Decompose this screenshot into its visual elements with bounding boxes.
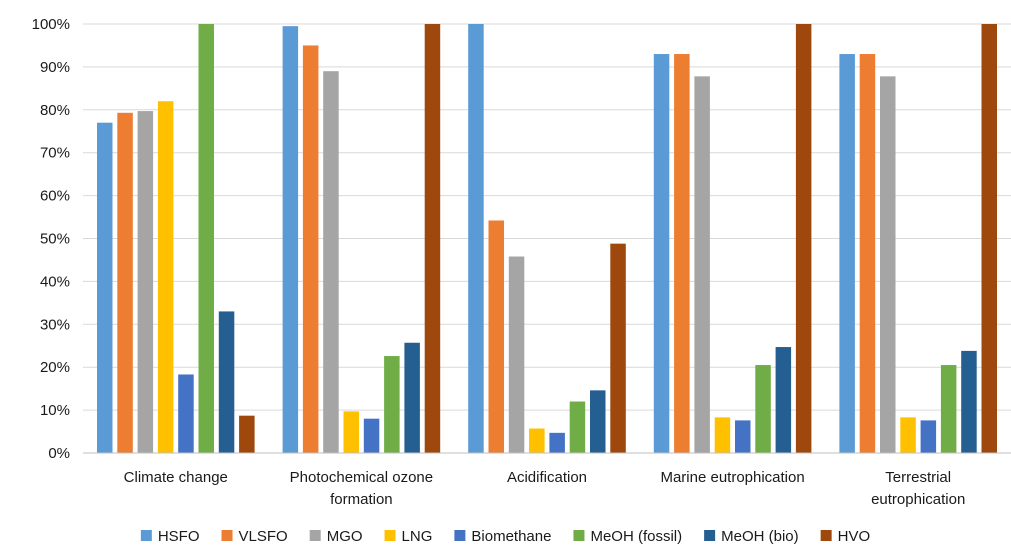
bar bbox=[508, 256, 525, 453]
category-labels: Climate change Photochemical ozone formati… bbox=[124, 469, 966, 508]
y-tick-label: 90% bbox=[40, 59, 70, 76]
y-tick-label: 30% bbox=[40, 316, 70, 333]
bar bbox=[157, 101, 174, 453]
category-label: Marine eutrophication bbox=[660, 469, 804, 486]
legend-item: MeOH (fossil) bbox=[573, 528, 682, 545]
bar bbox=[569, 401, 586, 453]
category-label: Climate change bbox=[124, 469, 228, 486]
legend-item: VLSFO bbox=[221, 528, 288, 545]
y-tick-label: 70% bbox=[40, 145, 70, 162]
legend-swatch bbox=[454, 530, 466, 541]
legend-swatch bbox=[384, 530, 396, 541]
bar bbox=[529, 428, 545, 453]
y-tick-label: 0% bbox=[48, 445, 70, 462]
legend-item: MGO bbox=[309, 528, 363, 545]
bar bbox=[404, 342, 420, 453]
bar bbox=[343, 411, 359, 453]
y-tick-label: 60% bbox=[40, 188, 70, 205]
y-tick-label: 80% bbox=[40, 102, 70, 119]
bar bbox=[920, 420, 937, 453]
y-axis-ticks: 0% 10% 20% 30% 40% 50% 60% 70% 80% 90% 100% bbox=[32, 16, 70, 462]
bar bbox=[880, 76, 896, 453]
bar bbox=[549, 432, 565, 453]
bar bbox=[755, 365, 771, 453]
bar bbox=[961, 350, 977, 453]
category-label: Acidification bbox=[507, 469, 587, 486]
y-tick-label: 50% bbox=[40, 231, 70, 248]
bars bbox=[97, 24, 997, 454]
legend-label: MeOH (fossil) bbox=[590, 528, 682, 545]
bar bbox=[424, 24, 441, 453]
bar bbox=[610, 243, 626, 453]
bar bbox=[137, 111, 154, 453]
gridlines bbox=[83, 23, 1011, 411]
legend-swatch bbox=[221, 530, 233, 541]
bar bbox=[323, 71, 339, 453]
bar bbox=[384, 356, 400, 453]
bar bbox=[694, 76, 710, 453]
bar bbox=[282, 26, 299, 454]
legend-label: Biomethane bbox=[471, 528, 551, 545]
y-tick-label: 40% bbox=[40, 273, 70, 290]
bar bbox=[981, 24, 997, 453]
bar bbox=[795, 24, 812, 453]
bar bbox=[488, 220, 504, 453]
bar bbox=[468, 24, 484, 453]
bar bbox=[97, 122, 113, 454]
bar bbox=[117, 112, 133, 453]
legend-swatch bbox=[820, 530, 832, 541]
bar bbox=[714, 417, 731, 453]
legend-swatch bbox=[573, 530, 585, 541]
y-tick-label: 100% bbox=[32, 16, 70, 33]
legend-swatch bbox=[309, 530, 321, 541]
bar bbox=[198, 24, 214, 453]
bar bbox=[239, 415, 255, 453]
legend-label: LNG bbox=[402, 528, 433, 545]
legend-item: MeOH (bio) bbox=[704, 528, 799, 545]
bar bbox=[900, 417, 916, 453]
bar bbox=[590, 390, 606, 453]
legend-label: HVO bbox=[838, 528, 871, 545]
legend-item: LNG bbox=[384, 528, 433, 545]
bar bbox=[859, 54, 876, 453]
legend-item: HVO bbox=[820, 528, 871, 545]
y-tick-label: 20% bbox=[40, 359, 70, 376]
legend-item: Biomethane bbox=[454, 528, 551, 545]
legend: HSFO VLSFO MGO LNG Biomethane MeOH (fossil) Me… bbox=[140, 528, 871, 545]
category-label: Photochemical ozone formation bbox=[290, 469, 433, 508]
bar bbox=[178, 374, 194, 453]
bar bbox=[735, 420, 751, 453]
bar bbox=[674, 54, 690, 453]
legend-swatch bbox=[704, 530, 716, 541]
bar bbox=[940, 365, 957, 453]
bar bbox=[218, 311, 235, 453]
bar bbox=[302, 45, 319, 453]
y-tick-label: 10% bbox=[40, 402, 70, 419]
bar bbox=[775, 347, 792, 453]
legend-label: MGO bbox=[327, 528, 363, 545]
legend-label: HSFO bbox=[158, 528, 200, 545]
bar bbox=[839, 54, 855, 453]
bar bbox=[363, 418, 380, 453]
legend-label: MeOH (bio) bbox=[721, 528, 799, 545]
legend-swatch bbox=[140, 530, 152, 541]
legend-label: VLSFO bbox=[239, 528, 288, 545]
legend-item: HSFO bbox=[140, 528, 200, 545]
category-label: Terrestrial eutrophication bbox=[871, 469, 965, 508]
bar bbox=[653, 54, 670, 453]
